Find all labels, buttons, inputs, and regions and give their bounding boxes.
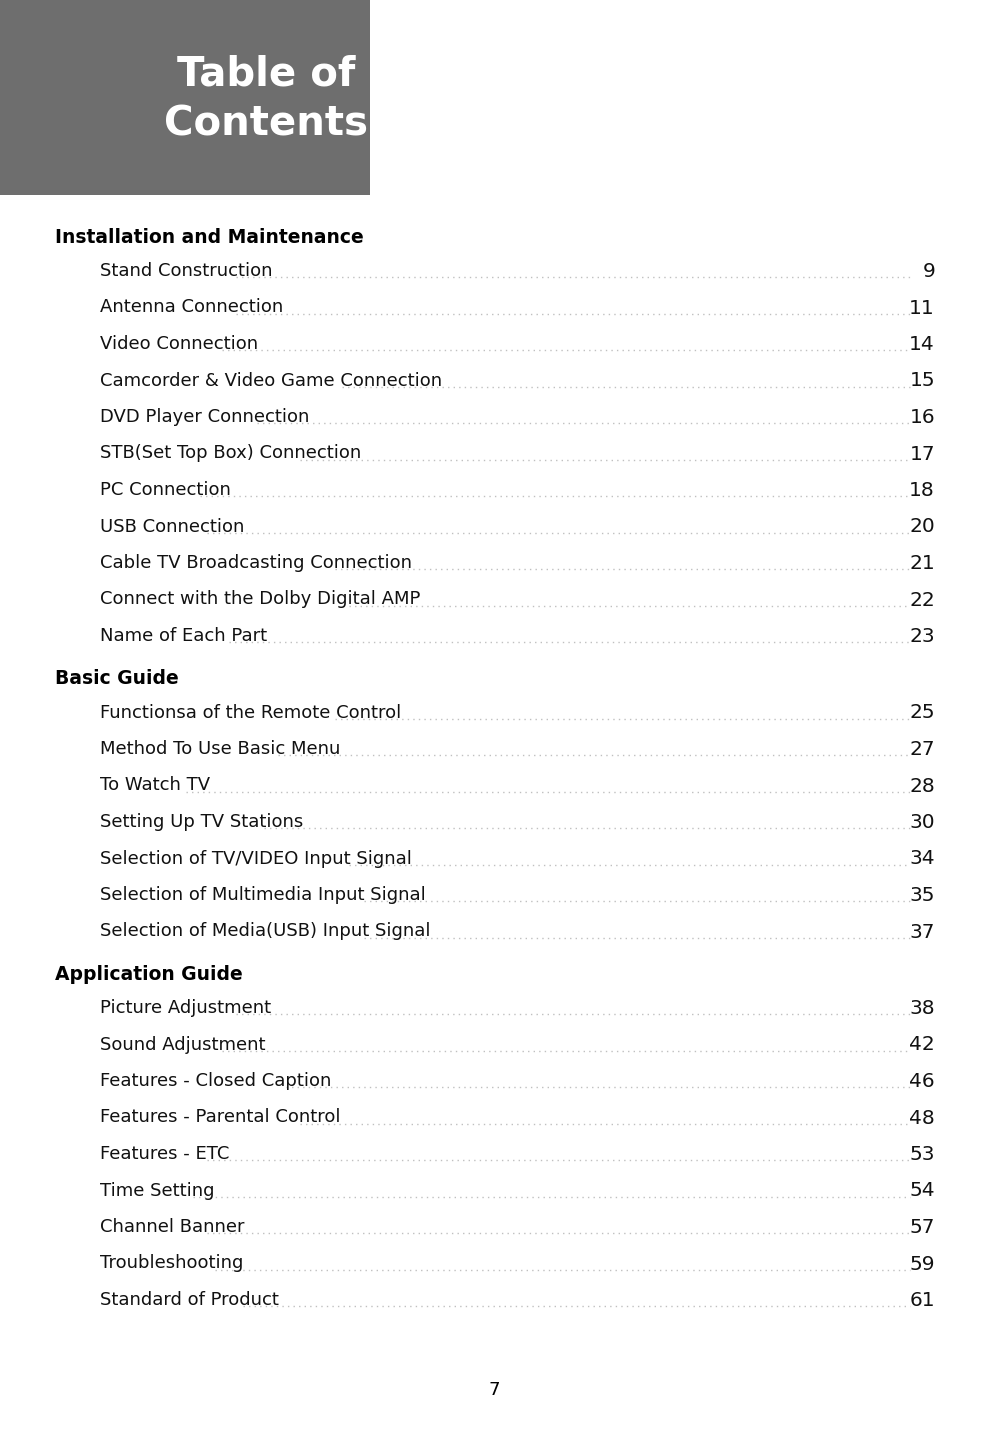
Text: 15: 15 [909, 372, 935, 390]
Text: 25: 25 [909, 704, 935, 723]
Text: DVD Player Connection: DVD Player Connection [100, 408, 309, 426]
Text: Stand Construction: Stand Construction [100, 262, 273, 279]
Text: Time Setting: Time Setting [100, 1181, 214, 1200]
Text: 7: 7 [488, 1381, 500, 1400]
Text: Camcorder & Video Game Connection: Camcorder & Video Game Connection [100, 372, 442, 389]
Text: 46: 46 [909, 1071, 935, 1092]
Text: 22: 22 [909, 590, 935, 609]
Text: Sound Adjustment: Sound Adjustment [100, 1035, 266, 1054]
Text: Cable TV Broadcasting Connection: Cable TV Broadcasting Connection [100, 554, 412, 572]
Text: Functionsa of the Remote Control: Functionsa of the Remote Control [100, 704, 401, 721]
Text: Features - ETC: Features - ETC [100, 1145, 229, 1164]
Text: To Watch TV: To Watch TV [100, 776, 210, 795]
Text: 21: 21 [909, 554, 935, 573]
Text: Selection of Multimedia Input Signal: Selection of Multimedia Input Signal [100, 886, 426, 904]
Text: Features - Closed Caption: Features - Closed Caption [100, 1071, 331, 1090]
Text: Method To Use Basic Menu: Method To Use Basic Menu [100, 740, 341, 757]
Text: 23: 23 [909, 626, 935, 647]
Text: Video Connection: Video Connection [100, 336, 258, 353]
Text: 14: 14 [909, 336, 935, 354]
Text: Features - Parental Control: Features - Parental Control [100, 1109, 341, 1126]
Text: Connect with the Dolby Digital AMP: Connect with the Dolby Digital AMP [100, 590, 420, 609]
Text: 53: 53 [910, 1145, 935, 1164]
Bar [0, 0, 370, 194]
Text: 30: 30 [909, 814, 935, 832]
Text: 17: 17 [909, 445, 935, 464]
Text: Table of: Table of [177, 55, 356, 94]
Text: Selection of Media(USB) Input Signal: Selection of Media(USB) Input Signal [100, 923, 431, 940]
Text: Picture Adjustment: Picture Adjustment [100, 999, 271, 1017]
Text: 35: 35 [910, 886, 935, 904]
Text: 54: 54 [909, 1181, 935, 1201]
Text: 57: 57 [910, 1218, 935, 1237]
Text: 16: 16 [909, 408, 935, 428]
Text: PC Connection: PC Connection [100, 481, 231, 500]
Text: STB(Set Top Box) Connection: STB(Set Top Box) Connection [100, 445, 362, 462]
Text: Application Guide: Application Guide [55, 965, 243, 984]
Text: 37: 37 [910, 923, 935, 942]
Text: 20: 20 [909, 517, 935, 537]
Text: 59: 59 [910, 1254, 935, 1273]
Text: Troubleshooting: Troubleshooting [100, 1254, 243, 1273]
Text: 9: 9 [922, 262, 935, 281]
Text: 48: 48 [909, 1109, 935, 1128]
Text: 28: 28 [909, 776, 935, 795]
Text: 11: 11 [909, 298, 935, 317]
Text: Basic Guide: Basic Guide [55, 670, 179, 688]
Text: Antenna Connection: Antenna Connection [100, 298, 284, 317]
Text: Contents: Contents [164, 105, 369, 145]
Text: USB Connection: USB Connection [100, 517, 244, 536]
Text: Selection of TV/VIDEO Input Signal: Selection of TV/VIDEO Input Signal [100, 850, 412, 867]
Text: 42: 42 [909, 1035, 935, 1054]
Text: Setting Up TV Stations: Setting Up TV Stations [100, 814, 303, 831]
Text: 38: 38 [909, 999, 935, 1018]
Text: 34: 34 [909, 850, 935, 868]
Text: Channel Banner: Channel Banner [100, 1218, 244, 1236]
Text: 27: 27 [909, 740, 935, 759]
Text: 18: 18 [909, 481, 935, 500]
Text: Installation and Maintenance: Installation and Maintenance [55, 228, 364, 248]
Text: 61: 61 [909, 1292, 935, 1310]
Text: Standard of Product: Standard of Product [100, 1292, 279, 1309]
Text: Name of Each Part: Name of Each Part [100, 626, 267, 645]
